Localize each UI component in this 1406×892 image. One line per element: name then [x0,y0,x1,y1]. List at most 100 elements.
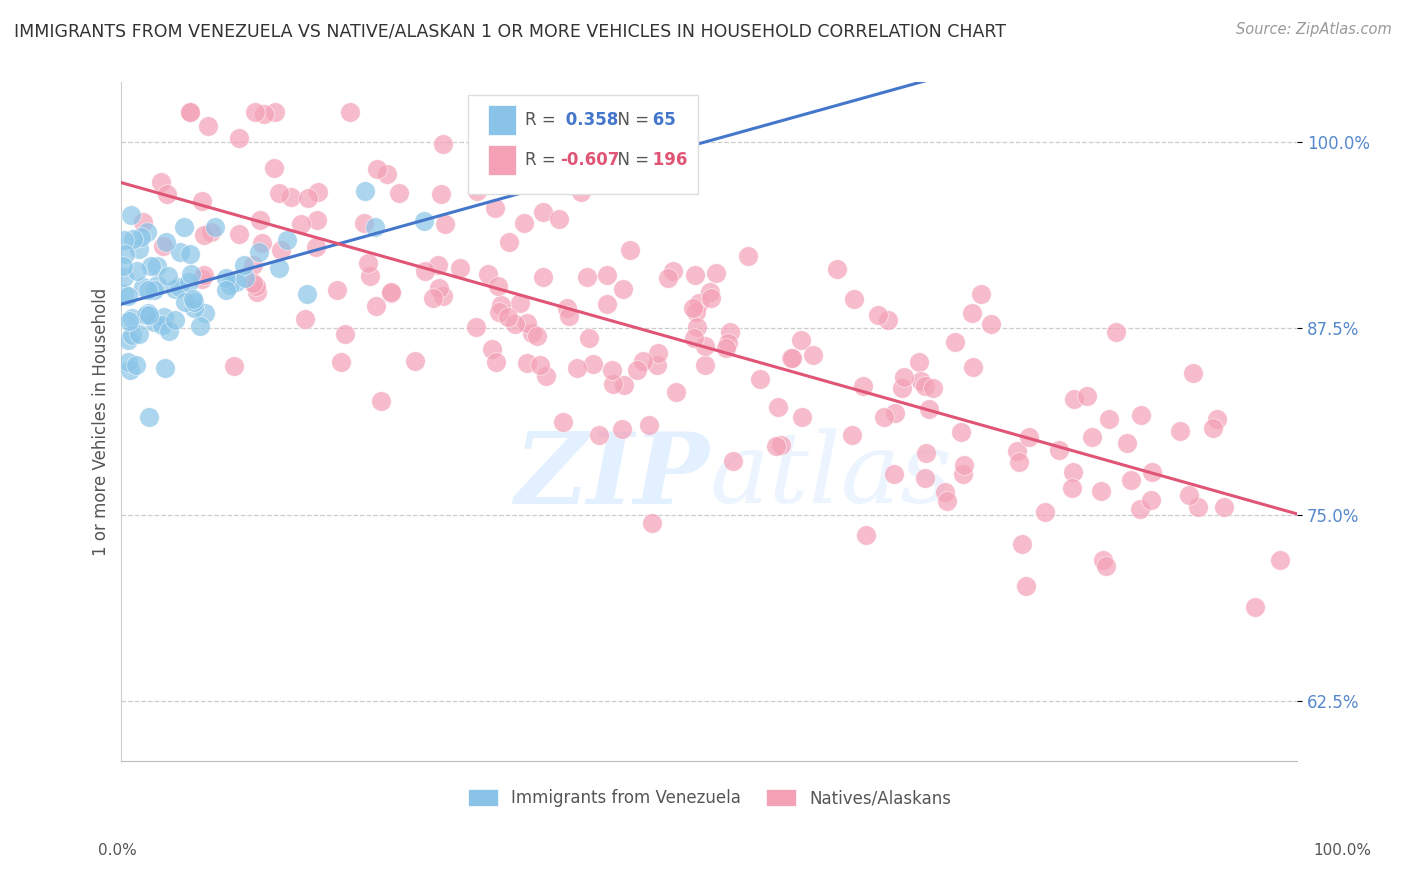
FancyBboxPatch shape [488,105,516,136]
Text: IMMIGRANTS FROM VENEZUELA VS NATIVE/ALASKAN 1 OR MORE VEHICLES IN HOUSEHOLD CORR: IMMIGRANTS FROM VENEZUELA VS NATIVE/ALAS… [14,22,1007,40]
Point [152,310,174,324]
Point [952,467,974,481]
Point [138,409,160,424]
Point [430,186,453,201]
Point [748,372,770,386]
Point [228,131,250,145]
Point [449,260,471,275]
Point [1008,455,1031,469]
Point [610,422,633,436]
Point [526,329,548,343]
Point [1205,412,1227,426]
Point [489,297,512,311]
Point [768,400,790,414]
Point [704,266,727,280]
Point [915,445,938,459]
Point [921,381,943,395]
Legend: Immigrants from Venezuela, Natives/Alaskans: Immigrants from Venezuela, Natives/Alask… [461,782,957,814]
Point [114,246,136,260]
Point [432,136,454,151]
Point [477,267,499,281]
Point [353,217,375,231]
Point [637,417,659,432]
Point [125,359,148,373]
Point [841,427,863,442]
Point [173,219,195,234]
Point [388,186,411,200]
Point [1178,488,1201,502]
Point [297,191,319,205]
Point [141,260,163,274]
Point [1090,484,1112,499]
Point [1170,424,1192,438]
Point [641,516,664,530]
Point [128,243,150,257]
Point [179,247,201,261]
Point [825,262,848,277]
Point [290,218,312,232]
Point [576,270,599,285]
Point [1062,465,1084,479]
Point [120,208,142,222]
Point [688,295,710,310]
Point [157,324,180,338]
Point [194,306,217,320]
Point [485,355,508,369]
Point [520,326,543,341]
Point [685,305,707,319]
Point [242,276,264,290]
Point [578,331,600,345]
Point [121,328,143,343]
Point [150,318,173,333]
Point [682,301,704,315]
Point [868,308,890,322]
Point [1076,389,1098,403]
Text: -0.607: -0.607 [560,151,620,169]
Point [531,269,554,284]
Point [359,269,381,284]
Point [1119,473,1142,487]
Point [565,360,588,375]
Text: 0.358: 0.358 [560,112,619,129]
Point [765,439,787,453]
Point [1105,325,1128,339]
Point [294,312,316,326]
Point [553,415,575,429]
Point [357,256,380,270]
Point [183,295,205,310]
Point [121,310,143,325]
Point [297,287,319,301]
Point [717,336,740,351]
Text: 196: 196 [647,151,688,169]
Point [952,458,974,472]
Point [960,306,983,320]
Point [699,291,721,305]
Point [150,175,173,189]
Point [770,438,793,452]
Point [949,425,972,440]
Point [602,377,624,392]
Point [721,454,744,468]
Point [842,293,865,307]
Point [246,285,269,299]
Point [270,244,292,258]
Point [534,369,557,384]
Point [980,317,1002,331]
Point [488,305,510,319]
Point [179,104,201,119]
Point [505,317,527,331]
Point [962,359,984,374]
Point [908,355,931,369]
Point [613,378,636,392]
Point [269,261,291,276]
Point [714,342,737,356]
Point [471,169,494,184]
Point [146,259,169,273]
Point [117,354,139,368]
Point [233,258,256,272]
Point [127,264,149,278]
Point [1047,443,1070,458]
Point [496,310,519,324]
Point [112,233,135,247]
Point [174,294,197,309]
